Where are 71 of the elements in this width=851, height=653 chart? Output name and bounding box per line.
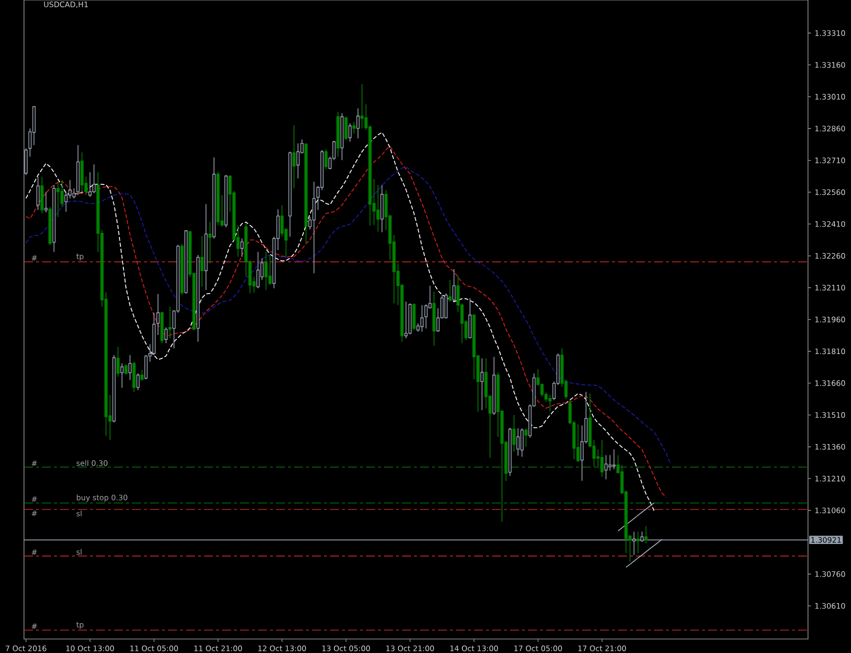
candlestick — [324, 148, 328, 170]
candlestick — [48, 206, 52, 246]
candlestick — [80, 152, 84, 192]
candlestick — [208, 221, 212, 264]
candlestick — [548, 394, 552, 412]
candlestick — [116, 346, 120, 378]
candlestick — [296, 143, 300, 179]
candlestick — [292, 124, 296, 189]
candlestick — [304, 143, 308, 244]
candlestick — [448, 280, 452, 302]
candlestick — [512, 414, 516, 452]
candlestick — [432, 291, 436, 346]
candlestick — [644, 526, 648, 544]
candlestick — [508, 427, 512, 476]
candlestick — [636, 531, 640, 554]
candlestick — [136, 372, 140, 391]
candlestick — [452, 268, 456, 302]
candlestick — [344, 116, 348, 140]
candlestick — [492, 356, 496, 416]
candlestick — [164, 326, 168, 344]
candlestick — [612, 448, 616, 470]
candlestick — [128, 354, 132, 380]
candlestick — [112, 354, 116, 423]
candlestick — [180, 244, 184, 296]
candlestick — [200, 236, 204, 288]
candlestick — [256, 251, 260, 289]
candlestick — [92, 164, 96, 194]
candlestick — [268, 254, 272, 286]
candlestick — [312, 181, 316, 274]
candlestick — [184, 230, 188, 294]
candlestick — [156, 294, 160, 336]
candlestick — [380, 184, 384, 233]
candlestick — [576, 424, 580, 462]
candlestick — [216, 171, 220, 226]
candlestick — [336, 111, 340, 158]
candlestick — [480, 358, 484, 410]
candlestick — [240, 238, 244, 258]
candlestick — [40, 176, 44, 214]
candlestick — [204, 204, 208, 290]
candlestick — [196, 254, 200, 342]
candlestick — [76, 144, 80, 196]
candlestick — [408, 302, 412, 335]
candlestick — [52, 184, 56, 252]
candlestick — [120, 363, 124, 388]
candlestick — [468, 298, 472, 339]
candlestick — [24, 148, 28, 176]
candlestick — [264, 251, 268, 290]
candlestick — [140, 370, 144, 382]
candlestick — [520, 428, 524, 458]
candlestick — [160, 311, 164, 344]
candlestick — [288, 151, 292, 238]
candlestick — [212, 157, 216, 239]
candlestick — [516, 428, 520, 456]
candlestick — [404, 301, 408, 339]
candlestick — [420, 304, 424, 332]
candlestick — [524, 428, 528, 448]
candlestick — [356, 108, 360, 139]
candlestick — [56, 182, 60, 218]
candlestick — [444, 293, 448, 319]
candlestick — [132, 361, 136, 392]
candlestick — [36, 176, 40, 210]
candlestick — [360, 84, 364, 129]
candlestick — [224, 174, 228, 228]
candlestick — [412, 302, 416, 330]
candlestick — [44, 191, 48, 213]
candlestick — [604, 454, 608, 480]
candlestick — [352, 121, 356, 134]
candlestick — [340, 112, 344, 161]
candlestick — [348, 122, 352, 142]
candlestick — [124, 364, 128, 375]
candlestick — [168, 306, 172, 339]
